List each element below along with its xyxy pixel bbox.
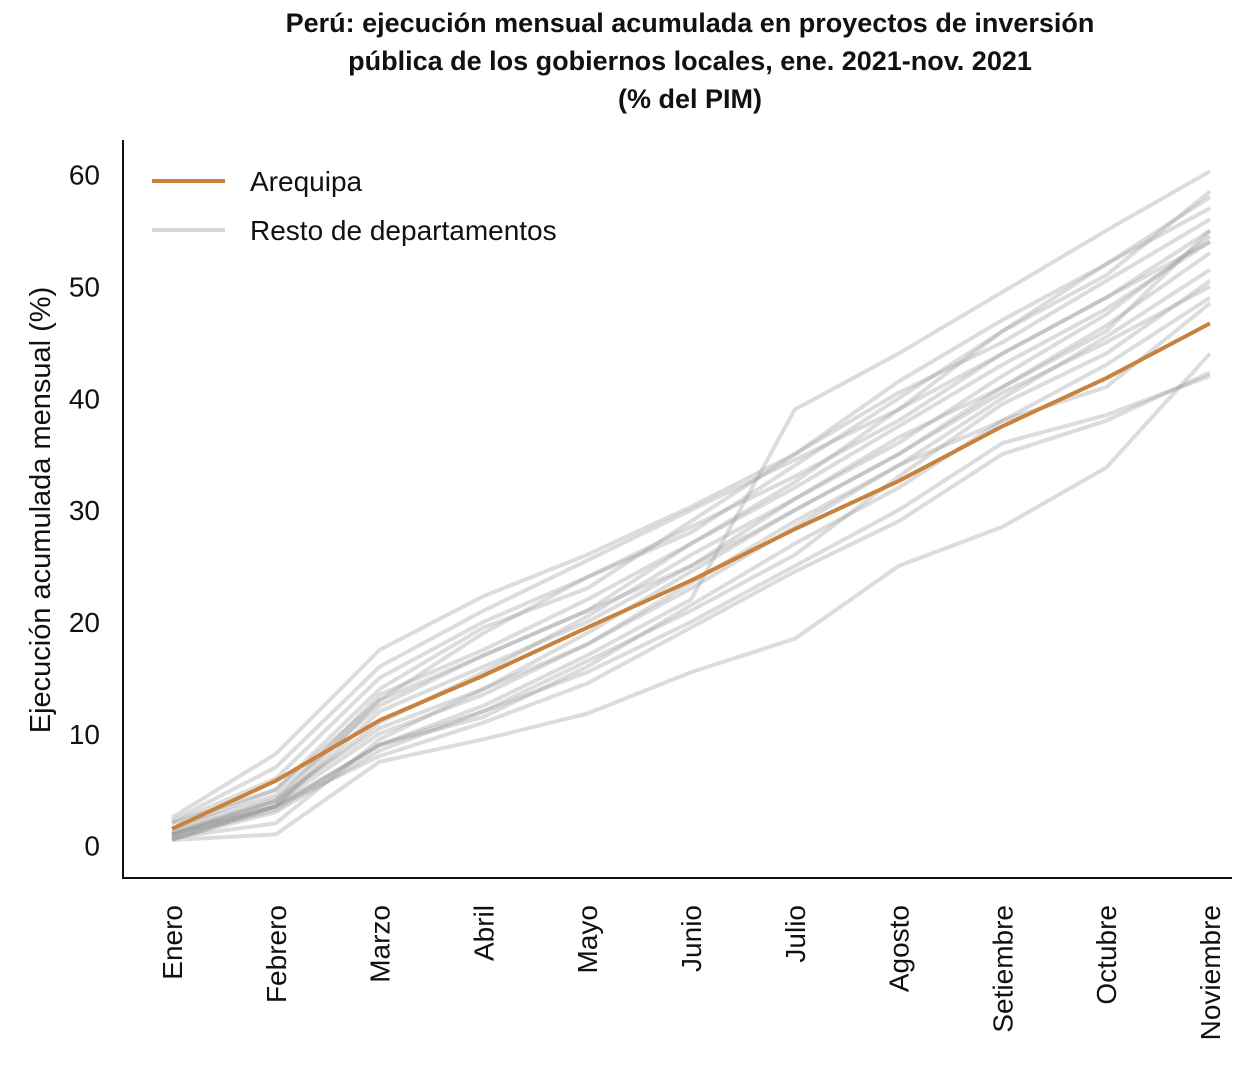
series-line — [171, 169, 1211, 837]
x-tick-label: Agosto — [884, 905, 915, 992]
series-line — [171, 239, 1211, 823]
series-line — [171, 195, 1212, 826]
y-tick-label: 10 — [69, 719, 100, 750]
series-line — [171, 295, 1212, 842]
x-tick-label: Abril — [468, 905, 499, 961]
series-line — [171, 229, 1212, 836]
x-tick-label: Mayo — [572, 905, 603, 973]
x-tick-label: Octubre — [1091, 905, 1122, 1005]
x-tick-label: Noviembre — [1195, 905, 1226, 1040]
series-line — [171, 370, 1211, 842]
series-line — [171, 189, 1212, 838]
series-line — [171, 234, 1212, 837]
y-tick-label: 50 — [69, 271, 100, 302]
chart-title: (% del PIM) — [618, 84, 762, 114]
x-tick-label: Enero — [157, 905, 188, 980]
series-line — [171, 217, 1212, 831]
y-tick-label: 30 — [69, 495, 100, 526]
series-line — [171, 374, 1211, 839]
series-line — [171, 268, 1212, 837]
series-line — [171, 228, 1212, 826]
x-tick-label: Setiembre — [987, 905, 1018, 1033]
legend-label: Resto de departamentos — [250, 215, 557, 246]
legend-label: Arequipa — [250, 166, 363, 197]
series-line — [171, 352, 1212, 842]
y-axis-label: Ejecución acumulada mensual (%) — [25, 287, 57, 734]
chart-title: Perú: ejecución mensual acumulada en pro… — [286, 8, 1095, 38]
series-line — [171, 284, 1211, 831]
y-tick-label: 60 — [69, 160, 100, 191]
chart-title: pública de los gobiernos locales, ene. 2… — [348, 46, 1032, 76]
series-line — [171, 321, 1211, 831]
y-tick-label: 0 — [84, 831, 100, 862]
x-tick-label: Febrero — [261, 905, 292, 1003]
x-tick-label: Marzo — [365, 905, 396, 983]
y-tick-label: 40 — [69, 383, 100, 414]
x-tick-label: Julio — [780, 905, 811, 963]
series-line — [171, 251, 1212, 835]
y-tick-label: 20 — [69, 607, 100, 638]
x-tick-label: Junio — [676, 905, 707, 972]
series-line — [171, 279, 1212, 841]
series-line — [171, 240, 1212, 837]
series-line — [170, 206, 1211, 820]
